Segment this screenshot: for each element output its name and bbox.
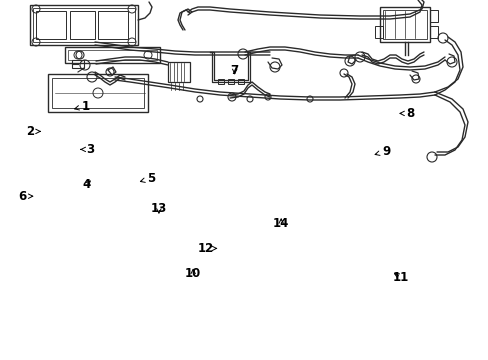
Bar	[48, 74, 148, 112]
Bar	[98, 11, 128, 39]
Bar	[36, 11, 66, 39]
Bar	[374, 26, 382, 38]
Text: 6: 6	[18, 190, 33, 203]
Bar	[218, 79, 224, 84]
Bar	[33, 8, 135, 42]
Text: 9: 9	[374, 145, 389, 158]
Bar	[382, 10, 426, 39]
Text: 4: 4	[83, 178, 91, 191]
Bar	[68, 50, 157, 60]
Text: 10: 10	[184, 267, 201, 280]
Bar	[168, 62, 190, 82]
Bar	[227, 79, 234, 84]
Bar	[30, 5, 138, 45]
Bar	[70, 11, 95, 39]
Text: 3: 3	[81, 143, 94, 156]
Bar	[429, 26, 437, 38]
Text: 13: 13	[150, 202, 167, 215]
Bar	[52, 78, 143, 108]
Text: 7: 7	[230, 64, 238, 77]
Bar	[379, 7, 429, 42]
Bar	[429, 10, 437, 22]
Text: 1: 1	[75, 100, 89, 113]
Text: 11: 11	[392, 271, 408, 284]
Bar	[72, 60, 84, 68]
Text: 12: 12	[197, 242, 216, 255]
Text: 8: 8	[399, 107, 414, 120]
Text: 14: 14	[272, 217, 289, 230]
Bar	[238, 79, 244, 84]
Text: 2: 2	[26, 125, 40, 138]
Bar	[65, 47, 160, 63]
Text: 5: 5	[140, 172, 155, 185]
